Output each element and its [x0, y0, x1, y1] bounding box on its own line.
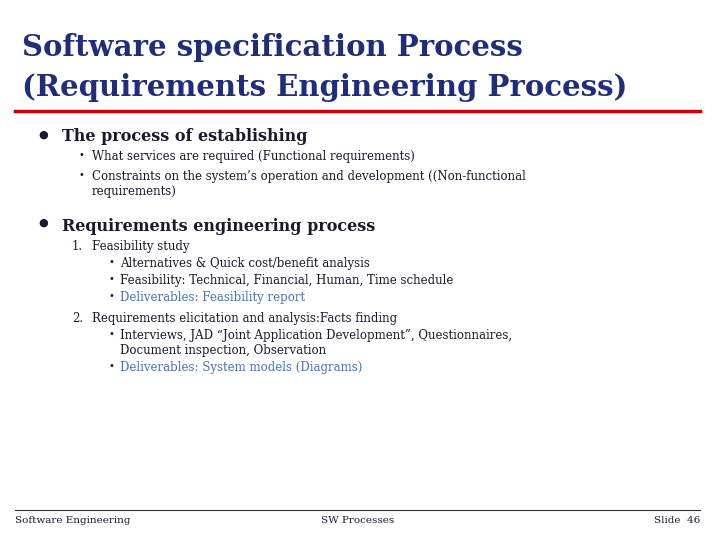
Text: •: • [108, 329, 114, 339]
Text: Constraints on the system’s operation and development ((Non-functional
requireme: Constraints on the system’s operation an… [92, 170, 526, 198]
Text: Alternatives & Quick cost/benefit analysis: Alternatives & Quick cost/benefit analys… [120, 257, 370, 270]
Text: Requirements engineering process: Requirements engineering process [62, 218, 375, 235]
Text: ●: ● [38, 218, 48, 228]
Text: Feasibility: Technical, Financial, Human, Time schedule: Feasibility: Technical, Financial, Human… [120, 274, 453, 287]
Text: 1.: 1. [72, 240, 83, 253]
Text: Software specification Process: Software specification Process [22, 33, 523, 62]
Text: ●: ● [38, 130, 48, 140]
Text: •: • [108, 274, 114, 284]
Text: Deliverables: System models (Diagrams): Deliverables: System models (Diagrams) [120, 361, 362, 374]
Text: •: • [78, 170, 84, 180]
Text: The process of establishing: The process of establishing [62, 128, 308, 145]
Text: •: • [108, 257, 114, 267]
Text: Software Engineering: Software Engineering [15, 516, 130, 525]
Text: •: • [108, 361, 114, 371]
Text: Slide  46: Slide 46 [654, 516, 700, 525]
Text: SW Processes: SW Processes [321, 516, 394, 525]
Text: •: • [78, 150, 84, 160]
Text: Feasibility study: Feasibility study [92, 240, 189, 253]
Text: 2.: 2. [72, 312, 83, 325]
Text: •: • [108, 291, 114, 301]
Text: (Requirements Engineering Process): (Requirements Engineering Process) [22, 73, 627, 102]
Text: Requirements elicitation and analysis:Facts finding: Requirements elicitation and analysis:Fa… [92, 312, 397, 325]
Text: Deliverables: Feasibility report: Deliverables: Feasibility report [120, 291, 305, 304]
Text: Interviews, JAD “Joint Application Development”, Questionnaires,
Document inspec: Interviews, JAD “Joint Application Devel… [120, 329, 512, 357]
Text: What services are required (Functional requirements): What services are required (Functional r… [92, 150, 415, 163]
